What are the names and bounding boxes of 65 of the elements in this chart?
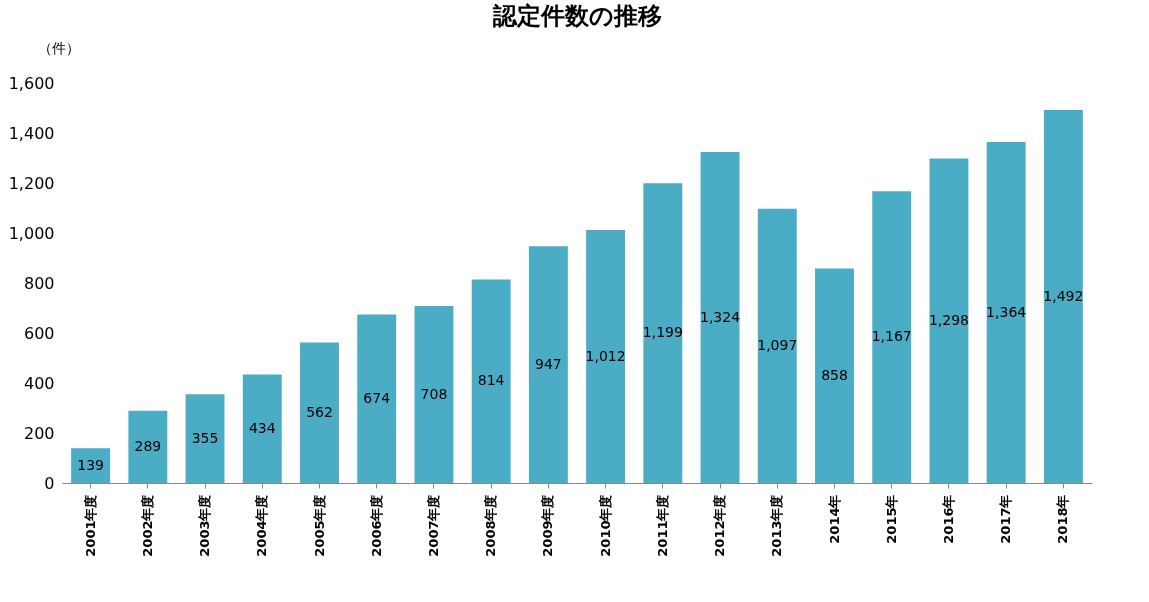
data-label: 1,012	[585, 347, 626, 364]
x-tick-label: 2006年度	[368, 494, 384, 557]
data-label: 1,199	[642, 324, 683, 341]
bar	[929, 158, 969, 483]
data-label: 562	[306, 403, 333, 420]
bar	[128, 410, 168, 483]
x-tick-label: 2007年度	[425, 494, 441, 557]
x-tick-label: 2001年度	[82, 494, 98, 557]
data-label: 1,167	[871, 328, 912, 345]
data-label: 1,364	[986, 303, 1027, 320]
x-tick-label: 2008年度	[483, 494, 499, 557]
x-tick-label: 2004年度	[254, 494, 270, 557]
y-tick-label: 1,000	[8, 223, 55, 243]
data-label: 858	[821, 366, 848, 383]
x-tick-label: 2005年度	[311, 494, 327, 557]
bar	[815, 268, 854, 483]
y-tick-label: 200	[23, 423, 55, 443]
data-label: 674	[363, 389, 391, 406]
x-tick-label: 2011年度	[654, 494, 670, 557]
y-tick-label: 1,200	[8, 173, 55, 193]
x-tick-label: 2003年度	[197, 494, 213, 557]
data-label: 947	[535, 355, 562, 372]
bar	[586, 230, 626, 483]
bar	[1043, 110, 1083, 483]
data-label: 355	[191, 429, 219, 446]
bar	[185, 394, 225, 483]
bar	[528, 246, 568, 483]
y-tick-label: 400	[23, 373, 55, 393]
x-tick-label: 2002年度	[139, 494, 155, 557]
x-tick-label: 2016年	[940, 494, 956, 544]
bar	[242, 374, 282, 483]
x-tick-label: 2010年度	[597, 494, 613, 557]
bar	[757, 208, 797, 483]
data-label: 814	[477, 372, 505, 389]
y-tick-label: 600	[23, 323, 55, 343]
data-label: 434	[248, 419, 276, 436]
y-tick-label: 1,600	[8, 73, 55, 93]
bar	[300, 342, 339, 483]
data-label: 1,324	[700, 308, 741, 325]
data-label: 289	[134, 437, 162, 454]
x-tick-label: 2018年	[1055, 494, 1071, 544]
y-tick-label: 0	[44, 473, 55, 493]
data-label: 139	[77, 456, 104, 473]
x-tick-label: 2014年	[826, 494, 842, 544]
x-tick-label: 2015年	[883, 494, 899, 544]
bar	[71, 448, 111, 483]
bar	[414, 306, 454, 483]
bar	[872, 191, 912, 483]
data-label: 1,097	[757, 336, 798, 353]
y-tick-label: 1,400	[8, 123, 55, 143]
bar	[700, 152, 740, 483]
y-tick-label: 800	[23, 273, 55, 293]
x-tick-label: 2009年度	[540, 494, 556, 557]
bar	[357, 314, 397, 483]
x-tick-label: 2013年度	[769, 494, 785, 557]
data-label: 708	[420, 385, 448, 402]
chart-title: 認定件数の推移	[491, 2, 662, 30]
bar	[643, 183, 683, 483]
bar	[986, 142, 1026, 483]
x-tick-label: 2012年度	[712, 494, 728, 557]
data-label: 1,492	[1043, 287, 1084, 304]
x-tick-label: 2017年	[998, 494, 1014, 544]
y-axis-title: （件）	[37, 39, 80, 56]
bar	[471, 279, 511, 483]
data-label: 1,298	[928, 311, 969, 328]
